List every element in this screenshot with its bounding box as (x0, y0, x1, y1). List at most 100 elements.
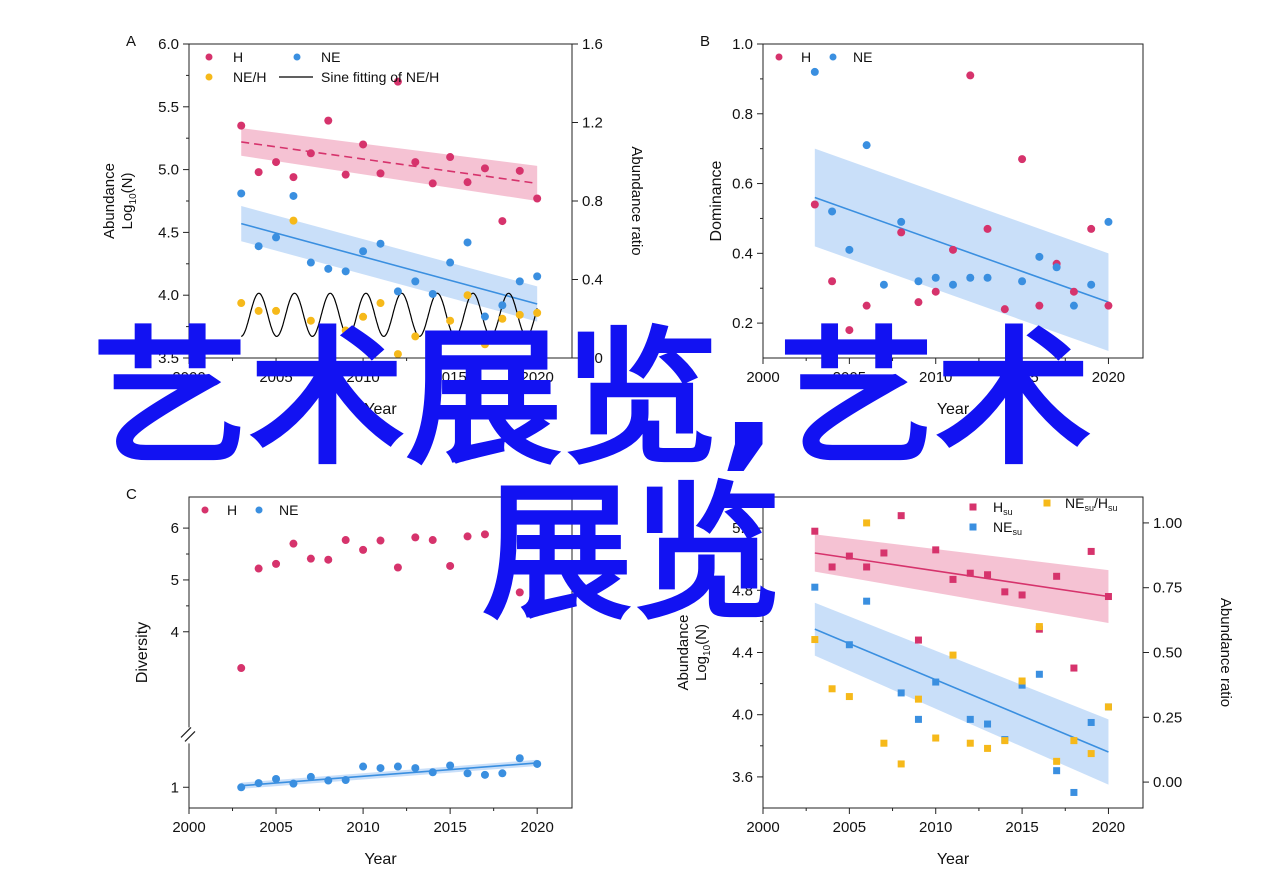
x-tick-label: 2005 (833, 369, 866, 386)
data-point (1070, 788, 1078, 796)
data-point (533, 272, 542, 281)
data-point (289, 216, 298, 225)
data-point (1070, 737, 1078, 745)
x-tick-label: 2010 (346, 819, 379, 836)
data-point (306, 772, 315, 781)
data-point (272, 233, 281, 242)
data-point (1052, 263, 1061, 272)
x-tick-label: 2000 (746, 819, 779, 836)
data-point (463, 291, 472, 300)
data-point (324, 264, 333, 273)
y-axis-label: Dominance (708, 160, 725, 241)
data-point (324, 116, 333, 125)
y-tick-label: 5.5 (158, 99, 179, 116)
legend-label: NEsu/Hsu (1065, 495, 1117, 513)
y-tick-label: 3.6 (732, 769, 753, 786)
data-point (828, 563, 836, 571)
data-point (1087, 224, 1096, 233)
y-tick-label: 1 (171, 779, 179, 796)
data-point (931, 287, 940, 296)
x-tick-label: 2005 (833, 819, 866, 836)
data-point (498, 769, 507, 778)
y-axis-label: Diversity (134, 622, 151, 683)
axis-break-mark (184, 731, 196, 742)
data-point (845, 641, 853, 649)
data-point (446, 316, 455, 325)
data-point (533, 308, 542, 317)
data-point (1035, 623, 1043, 631)
y-tick-label: 4.0 (158, 287, 179, 304)
data-point (966, 739, 974, 747)
data-point (810, 67, 819, 76)
x-tick-label: 2015 (1005, 819, 1038, 836)
y2-tick-label: 0.8 (582, 193, 603, 210)
data-point (914, 715, 922, 723)
data-point (810, 200, 819, 209)
data-point (914, 277, 923, 286)
data-point (862, 141, 871, 150)
data-point (1018, 677, 1026, 685)
legend: H NE (201, 502, 298, 518)
data-point (480, 530, 489, 539)
data-point (272, 774, 281, 783)
data-point (932, 678, 940, 686)
y-tick-label: 5.0 (158, 162, 179, 179)
x-axis-label: Year (364, 401, 397, 418)
x-tick-label: 2015 (433, 819, 466, 836)
data-point (341, 170, 350, 179)
legend-label: Hsu (993, 499, 1013, 517)
legend-label: H (801, 49, 811, 65)
data-point (932, 734, 940, 742)
data-point (879, 280, 888, 289)
data-point (1035, 301, 1044, 310)
y-axis-label: Log10(N) (119, 173, 139, 230)
chart-panel-3: 2000 2005 2010 2015 2020 Year 1 4 5 6 Diversity C H N… (126, 486, 573, 868)
confidence-band (241, 128, 538, 201)
data-point (949, 245, 957, 254)
data-point (359, 312, 368, 321)
legend-marker (969, 503, 977, 511)
data-point (533, 759, 542, 768)
x-tick-label: 2020 (520, 369, 553, 386)
data-point (463, 532, 472, 541)
data-point (1087, 547, 1095, 555)
x-tick-label: 2015 (1005, 369, 1038, 386)
chart-panel-4: 2000 2005 2010 2015 2020 Year 3.6 4.0 4.4 4.8 5.2 0… (675, 495, 1234, 868)
data-point (480, 340, 489, 349)
data-point (1070, 664, 1078, 672)
fit-line (241, 222, 538, 305)
panel-label: C (126, 486, 137, 503)
legend-label: NE (321, 49, 340, 65)
data-point (237, 299, 246, 308)
plot-area (811, 512, 1112, 796)
overlay-text-line-2: 展览 (482, 468, 782, 640)
data-point (1087, 718, 1095, 726)
data-point (254, 242, 263, 251)
data-point (845, 326, 854, 335)
axis-break-mark (180, 727, 192, 738)
data-point (324, 342, 333, 351)
data-point (272, 559, 281, 568)
data-point (428, 536, 437, 545)
data-point (446, 153, 455, 162)
data-point (515, 588, 524, 597)
data-point (1104, 593, 1112, 601)
legend-marker (255, 506, 263, 514)
data-point (393, 762, 402, 771)
legend: H NE NE/H Sine fitting of NE/H (205, 49, 439, 85)
data-point (897, 228, 906, 237)
x-axis-label: Year (937, 401, 970, 418)
data-point (1001, 737, 1009, 745)
x-tick-label: 2020 (1092, 819, 1125, 836)
x-tick-label: 2000 (172, 369, 205, 386)
y-tick-label: 1.0 (732, 36, 753, 53)
data-point (515, 754, 524, 763)
y-tick-label: 5.2 (732, 520, 753, 537)
data-point (1001, 588, 1009, 596)
data-point (828, 277, 837, 286)
y-tick-label: 5 (171, 572, 179, 589)
data-point (324, 555, 333, 564)
fit-line (241, 762, 538, 787)
legend-label: H (227, 502, 237, 518)
data-point (289, 779, 298, 788)
